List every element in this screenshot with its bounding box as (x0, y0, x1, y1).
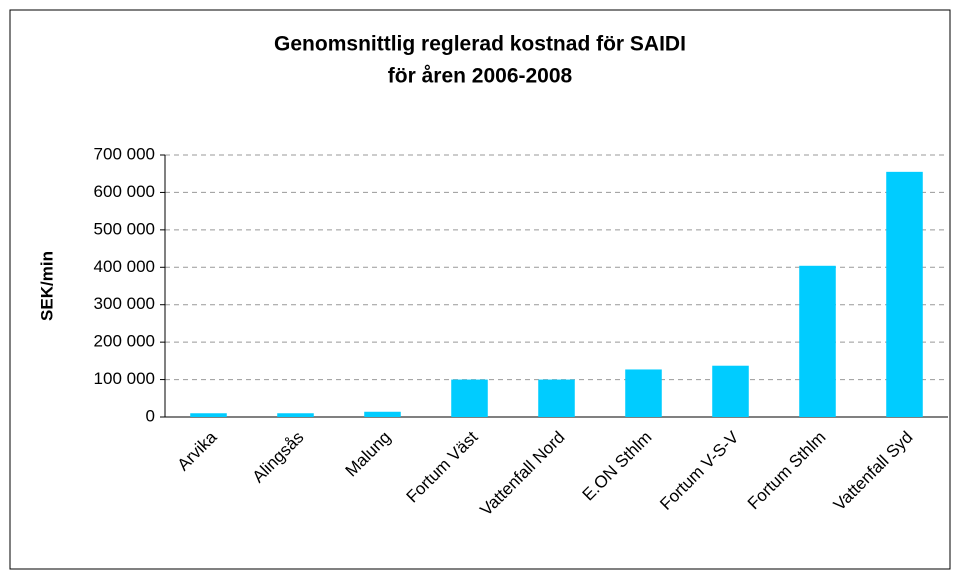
bar (712, 365, 749, 417)
y-tick-label: 200 000 (94, 332, 155, 351)
y-axis-label: SEK/min (37, 251, 56, 321)
y-tick-label: 700 000 (94, 144, 155, 163)
bar (190, 413, 227, 417)
y-tick-label: 400 000 (94, 257, 155, 276)
chart-border (9, 9, 951, 570)
bar (451, 379, 488, 417)
y-tick-label: 0 (146, 406, 155, 425)
bar (625, 369, 662, 417)
y-tick-label: 600 000 (94, 182, 155, 201)
bar (886, 171, 923, 417)
bar (364, 411, 401, 417)
y-tick-label: 500 000 (94, 219, 155, 238)
bar (799, 265, 836, 417)
y-tick-label: 100 000 (94, 369, 155, 388)
y-tick-label: 300 000 (94, 294, 155, 313)
bar (277, 413, 314, 417)
chart-title: Genomsnittlig reglerad kostnad för SAIDI (274, 33, 686, 56)
chart-title: för åren 2006-2008 (388, 65, 573, 88)
bar (538, 379, 575, 417)
